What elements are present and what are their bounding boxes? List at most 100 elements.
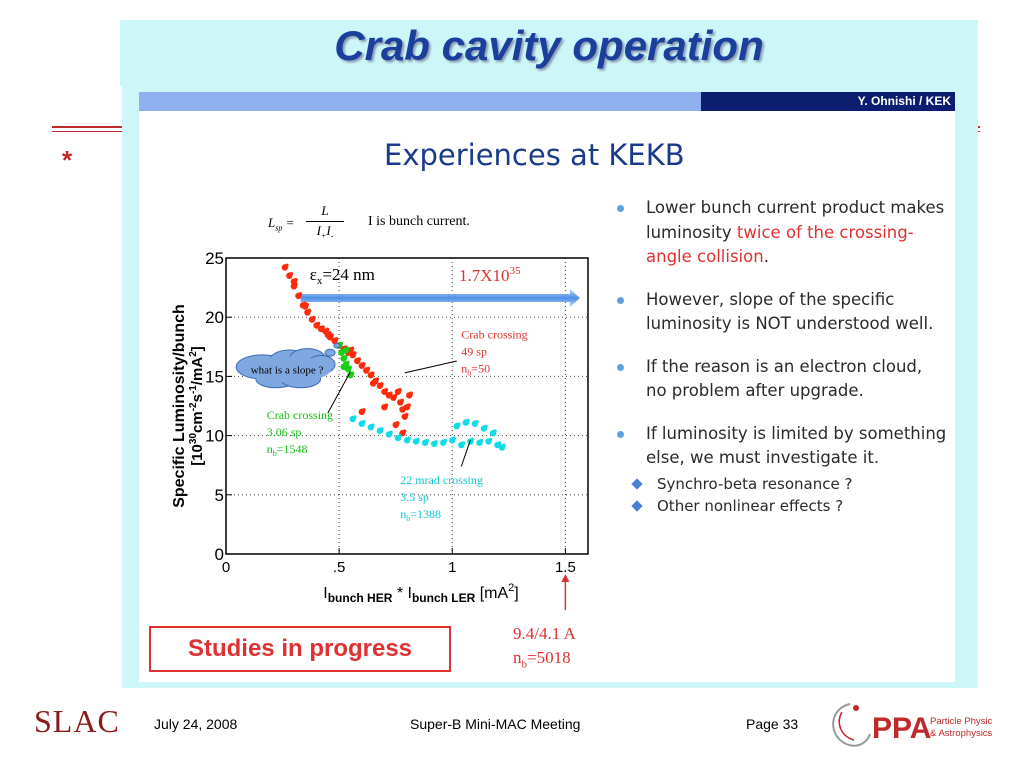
inner-slide-author-bar [701,92,955,111]
cloud-tail-icon [324,348,336,357]
left-rule-top [52,126,122,128]
bullet-3: If the reason is an electron cloud, no p… [617,355,947,404]
bullet-2-part-1: However, slope of the specific luminosit… [646,289,934,334]
series-3 [349,415,506,451]
data-point [398,434,402,438]
formula-fraction-line [306,221,344,222]
studies-in-progress-box: Studies in progress [149,626,451,672]
data-point [294,277,298,282]
data-point [346,346,350,351]
series-annotation-1: Crab crossing 49 sp nb=50 [461,328,527,378]
data-point [343,354,348,359]
x-axis-label: Ibunch HER * Ibunch LER [mA2] [323,582,519,605]
data-point [395,421,400,425]
ppa-line1: Particle Physics [930,716,992,727]
ppa-orbit-icon [832,703,871,747]
ppa-logo: PPA Particle Physics & Astrophysics [832,703,992,747]
diamond-bullet-icon [631,499,643,512]
ppa-line2: & Astrophysics [930,728,992,739]
data-point [456,422,461,426]
slac-logo: SLAC [34,703,120,739]
data-point [404,412,409,417]
sub-bullet-1: Synchro-beta resonance ? [627,473,947,495]
y-tick-label: 15 [205,367,224,386]
data-point [289,271,294,276]
data-point [348,365,352,370]
bullet-1-part-3: . [763,247,769,266]
series-1 [281,263,414,437]
target-arrowhead-icon [561,574,570,582]
data-point [361,361,366,366]
annotation-arrow-icon [460,440,471,467]
footer-date: July 24, 2008 [154,716,238,732]
data-point [334,337,339,341]
bullet-list: Lower bunch current product makes lumino… [617,196,947,517]
data-point [305,302,309,307]
data-point [393,393,398,398]
data-point [312,315,316,320]
data-point [375,377,380,381]
bullet-dot-icon [617,430,624,438]
ppa-orbit-inner-icon [838,711,855,741]
y-axis-label-line1: Specific Luminosity/bunch [171,304,188,508]
data-point [371,423,375,428]
bullet-4-text: If luminosity is limited by something el… [646,424,946,468]
data-point [479,438,484,443]
bullet-2: However, slope of the specific luminosit… [617,288,947,337]
footer-meeting: Super-B Mini-MAC Meeting [410,716,581,732]
target-note: 9.4/4.1 A nb=5018 [513,624,576,671]
data-point [461,441,466,445]
data-point [380,427,384,431]
cloud-fill-icon [243,356,332,383]
annotation-arrow-icon [404,360,457,374]
formula-note: I is bunch current. [368,214,470,229]
ppa-particle-icon [853,705,859,711]
data-point [443,438,448,443]
data-point [325,327,330,332]
data-point [330,333,334,338]
y-tick-label: 20 [205,308,224,327]
data-point [352,415,357,419]
formula-numerator: L [321,203,329,218]
bullet-4-part-1: If luminosity is limited by something el… [646,423,947,468]
data-point [350,346,355,351]
data-point [502,443,506,448]
data-point [298,292,303,296]
series-2 [335,341,355,379]
data-point [343,363,348,367]
plot-area: 0 .5 1 1.5 0 5 10 15 20 25 Ibunch HER * Ibunch LER… [171,249,589,610]
slide-title: Crab cavity operation [334,22,764,69]
footer-page: Page 33 [746,716,799,732]
data-point [497,441,502,445]
cloud-tail-icon [333,342,341,349]
bullet-dot-icon [617,296,624,304]
formula-lhs: Lsp = [268,215,295,233]
ppa-text: PPA [872,712,931,745]
inner-slide-topbar [139,92,701,111]
data-point [357,357,362,361]
data-point [389,430,393,435]
data-point [389,391,393,396]
cloud-callout: what is a slope ? [235,342,341,389]
x-tick-label: 0 [222,559,230,576]
data-point [384,387,389,392]
data-point [384,403,389,407]
formula: Lsp = L I+I- I is bunch current. [268,203,548,253]
data-point [466,418,470,423]
data-point [380,382,384,386]
bullet-3-text: If the reason is an electron cloud, no p… [646,357,922,401]
x-tick-label: .5 [333,559,346,576]
annotation-arrow-icon [327,371,351,414]
bullet-2-text: However, slope of the specific luminosit… [646,290,933,334]
y-tick-label: 25 [205,249,224,268]
bullet-3-part-1: If the reason is an electron cloud, no p… [646,356,923,401]
data-point [361,419,366,424]
data-point [398,387,402,392]
data-point [366,366,371,371]
data-point [434,440,438,444]
y-axis-label-line2: [1030cm-2s-1/mA2] [188,346,206,466]
x-tick-label: 1.5 [555,559,576,576]
cloud-label: what is a slope ? [251,364,324,376]
plot-frame [225,257,589,555]
bullet-dot-icon [617,363,624,371]
